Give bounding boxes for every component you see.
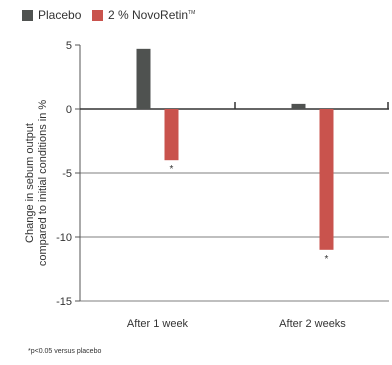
legend-swatch-novoretin [92, 9, 103, 21]
legend-label-novoretin: 2 % NovoRetinTM [108, 8, 195, 22]
x-category-label-2: After 2 weeks [279, 318, 346, 330]
trademark-mark: TM [188, 10, 196, 16]
bar-novoretin-2 [319, 109, 334, 250]
legend-label-placebo: Placebo [38, 8, 82, 22]
legend-label-novoretin-text: 2 % NovoRetin [108, 8, 189, 22]
bar-placebo-2 [291, 103, 306, 109]
significance-marker-1: * [170, 164, 174, 175]
x-category-label-1: After 1 week [127, 318, 189, 330]
legend-item-novoretin: 2 % NovoRetinTM [92, 8, 195, 22]
y-tick-label--5: -5 [62, 168, 72, 180]
legend-item-placebo: Placebo [22, 8, 81, 22]
bar-placebo-1 [136, 48, 151, 109]
legend-swatch-placebo [22, 9, 33, 21]
footnote: *p<0.05 versus placebo [28, 348, 102, 355]
y-axis-label-line-2: compared to initial conditions in % [37, 100, 49, 267]
y-tick-label--10: -10 [56, 232, 72, 244]
y-axis-label-line-1: Change in sebum output [24, 123, 36, 243]
y-tick-label-5: 5 [66, 40, 72, 52]
y-tick-label--15: -15 [56, 296, 72, 308]
significance-marker-2: * [325, 254, 329, 265]
bar-novoretin-1 [164, 109, 179, 161]
y-tick-label-0: 0 [66, 104, 72, 116]
